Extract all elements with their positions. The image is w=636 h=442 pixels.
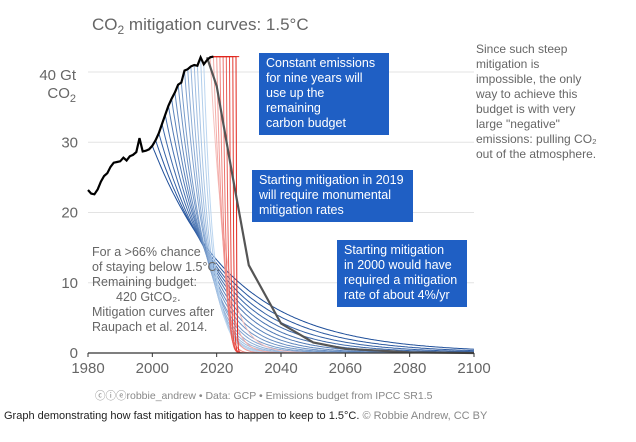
annotation-constant-emissions: Constant emissions for nine years will u…: [259, 53, 389, 135]
caption-text: Graph demonstrating how fast mitigation …: [4, 410, 360, 422]
y-tick-label-30: 30: [61, 134, 78, 151]
y-tick-label-10: 10: [61, 275, 78, 292]
y-axis-ticks: 0 10 20 30: [61, 134, 78, 362]
mitigation-chart: 1980 2000 2020 2040 2060 2080 2100 0 10 20 30 CO2…: [39, 15, 491, 377]
chart-footer: ⓒⓘⓔrobbie_andrew • Data: GCP • Emissions…: [95, 388, 432, 403]
x-tick-label-2040: 2040: [264, 360, 297, 377]
x-tick-label-2100: 2100: [457, 360, 490, 377]
right-side-note: Since such steep mitigation is impossibl…: [476, 42, 597, 161]
y-axis-label-top: 40 Gt: [39, 67, 77, 84]
y-axis-label-bottom: CO2: [47, 85, 76, 105]
x-tick-label-2080: 2080: [393, 360, 426, 377]
y-tick-label-20: 20: [61, 205, 78, 222]
x-tick-label-2020: 2020: [200, 360, 233, 377]
x-tick-label-2000: 2000: [136, 360, 169, 377]
figure-caption: Graph demonstrating how fast mitigation …: [4, 410, 487, 422]
budget-curve: [205, 56, 475, 355]
x-tick-label-1980: 1980: [71, 360, 104, 377]
historical-emissions-line: [87, 54, 214, 196]
footer-text: ⓒⓘⓔrobbie_andrew • Data: GCP • Emissions…: [95, 390, 433, 402]
caption-credit: © Robbie Andrew, CC BY: [362, 410, 488, 422]
chart-title: CO2 mitigation curves: 1.5°C: [92, 15, 309, 37]
x-axis-ticks: 1980 2000 2020 2040 2060 2080 2100: [71, 353, 491, 377]
y-tick-label-0: 0: [70, 345, 78, 362]
left-side-note: For a >66% chance of staying below 1.5°C…: [92, 245, 220, 334]
x-tick-label-2060: 2060: [329, 360, 362, 377]
annotation-mitigation-2019: Starting mitigation in 2019 will require…: [252, 170, 413, 222]
annotation-mitigation-2000: Starting mitigation in 2000 would have r…: [337, 240, 467, 307]
